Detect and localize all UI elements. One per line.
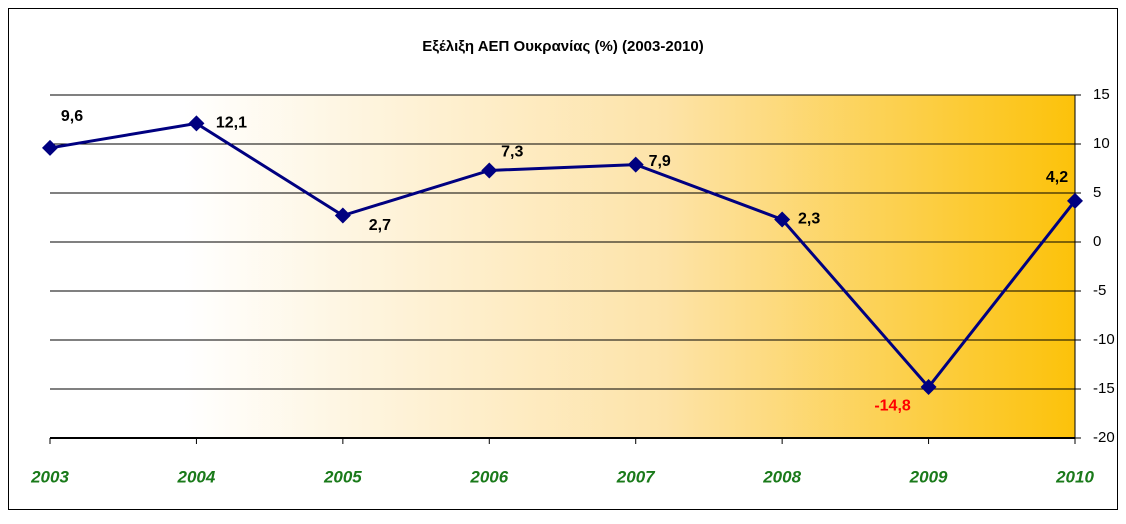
marker xyxy=(1067,192,1083,209)
y-tick-label: 5 xyxy=(1093,184,1101,201)
data-label: 12,1 xyxy=(216,115,247,132)
marker xyxy=(42,139,58,156)
data-label: 7,3 xyxy=(501,144,523,161)
x-tick-label: 2008 xyxy=(762,467,801,486)
chart-title: Εξέλιξη ΑΕΠ Ουκρανίας (%) (2003-2010) xyxy=(422,38,703,55)
marker xyxy=(627,156,644,173)
x-tick-label: 2010 xyxy=(1055,467,1094,486)
y-tick-label: -10 xyxy=(1093,331,1115,348)
x-tick-label: 2009 xyxy=(909,467,948,486)
marker xyxy=(774,211,791,228)
data-label: 2,3 xyxy=(798,211,820,228)
y-tick-label: -20 xyxy=(1093,429,1115,446)
data-label: 7,9 xyxy=(649,153,671,170)
y-tick-label: -5 xyxy=(1093,282,1106,299)
x-tick-label: 2006 xyxy=(469,467,508,486)
marker xyxy=(188,115,205,132)
y-tick-label: 0 xyxy=(1093,233,1101,250)
data-label: 4,2 xyxy=(1046,169,1068,186)
plot-area xyxy=(50,95,1075,438)
x-tick-label: 2007 xyxy=(616,467,656,486)
line xyxy=(49,121,1077,390)
y-tick-label: -15 xyxy=(1093,380,1115,397)
data-label: -14,8 xyxy=(874,397,911,414)
x-tick-label: 2003 xyxy=(30,467,69,486)
x-tick-label: 2004 xyxy=(177,467,216,486)
x-tick-label: 2005 xyxy=(323,467,362,486)
marker xyxy=(334,207,351,224)
data-label: 9,6 xyxy=(61,108,83,125)
y-tick-label: 10 xyxy=(1093,135,1110,152)
y-tick-label: 15 xyxy=(1093,86,1110,103)
marker xyxy=(481,162,498,179)
data-label: 2,7 xyxy=(369,217,391,234)
marker xyxy=(920,379,937,396)
